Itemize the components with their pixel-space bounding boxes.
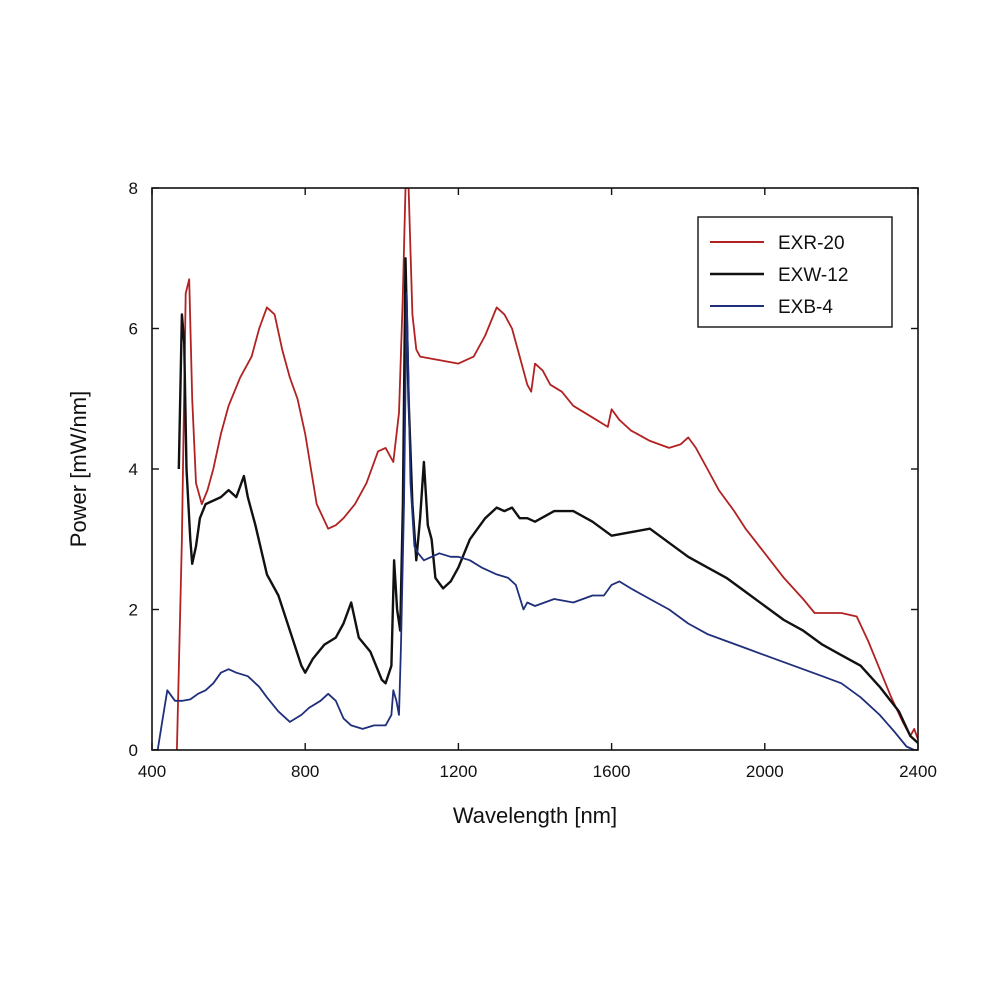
x-tick-label: 1600	[593, 762, 631, 781]
series-line-3	[153, 292, 918, 750]
legend: EXR-20 EXW-12 EXB-4	[697, 216, 893, 328]
y-axis-title: Power [mW/nm]	[66, 391, 91, 547]
legend-box	[697, 216, 893, 328]
series-line-1	[176, 188, 918, 750]
legend-label-1: EXR-20	[778, 233, 845, 254]
x-tick-label: 1200	[439, 762, 477, 781]
tick-layer: 400 800 1200 1600 2000 2400 0 2 4 6 8	[129, 179, 937, 781]
x-tick-label: 2400	[899, 762, 937, 781]
legend-label-3: EXB-4	[778, 297, 833, 318]
y-tick-label: 4	[129, 460, 138, 479]
legend-label-2: EXW-12	[778, 265, 848, 286]
series-layer	[153, 188, 918, 750]
x-tick-label: 400	[138, 762, 166, 781]
x-tick-label: 800	[291, 762, 319, 781]
y-tick-label: 8	[129, 179, 138, 198]
x-tick-label: 2000	[746, 762, 784, 781]
x-axis-title: Wavelength [nm]	[453, 803, 617, 828]
y-tick-label: 2	[129, 601, 138, 620]
y-tick-label: 0	[129, 741, 138, 760]
y-tick-label: 6	[129, 320, 138, 339]
